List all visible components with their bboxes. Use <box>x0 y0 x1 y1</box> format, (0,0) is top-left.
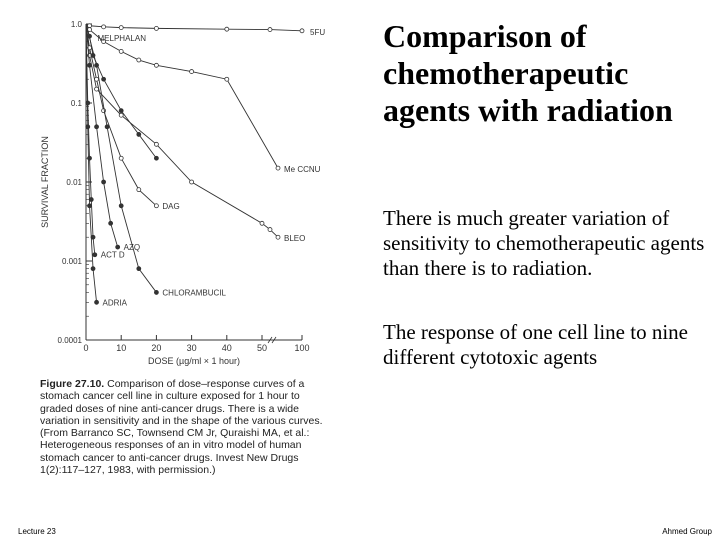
data-point-me-ccnu <box>224 76 230 82</box>
data-point-bleo <box>189 179 195 185</box>
data-point-adria <box>87 203 92 209</box>
data-point-me-ccnu <box>101 39 106 44</box>
y-tick-label: 0.0001 <box>58 336 83 345</box>
series-label-melphalan: MELPHALAN <box>98 34 147 43</box>
data-point-azq <box>101 179 106 185</box>
data-point-5fu <box>299 28 305 34</box>
data-point-5fu <box>154 25 159 31</box>
x-tick-label: 20 <box>151 343 161 353</box>
x-tick-label: 0 <box>83 343 88 353</box>
series-label-bleo: BLEO <box>284 234 305 243</box>
data-point-dag <box>118 155 124 161</box>
series-line-chlorambucil <box>85 23 157 293</box>
y-axis-label: SURVIVAL FRACTION <box>40 136 50 228</box>
data-point-azq <box>87 62 92 68</box>
series-label-chlorambucil: CHLORAMBUCIL <box>162 288 226 297</box>
data-point-chlorambucil <box>94 62 99 68</box>
x-axis-label: DOSE (µg/ml × 1 hour) <box>148 356 240 366</box>
data-point-melphalan <box>101 76 106 82</box>
x-axis-break <box>271 336 277 344</box>
data-point-melphalan <box>154 155 159 161</box>
footer-lecture: Lecture 23 <box>18 527 56 536</box>
slide-paragraph-2: The response of one cell line to nine di… <box>383 320 688 369</box>
data-point-5fu <box>224 26 230 32</box>
data-point-act-d <box>88 197 94 202</box>
data-point-bleo <box>154 141 159 147</box>
data-point-adria <box>94 299 99 305</box>
data-point-me-ccnu <box>275 165 281 171</box>
x-axis-break <box>267 336 273 344</box>
y-tick-label: 1.0 <box>71 20 83 29</box>
data-point-bleo <box>259 220 265 226</box>
data-point-chlorambucil <box>118 203 124 209</box>
data-point-act-d <box>92 252 98 258</box>
data-point-5fu <box>101 24 106 30</box>
x-tick-label: 50 <box>257 343 267 353</box>
data-point-azq <box>108 220 114 226</box>
data-point-dag <box>154 203 159 209</box>
data-point-me-ccnu <box>189 69 195 74</box>
series-line-me-ccnu <box>85 23 279 169</box>
footer-group: Ahmed Group <box>662 527 712 536</box>
data-point-me-ccnu <box>136 57 142 63</box>
x-tick-label: 10 <box>116 343 126 353</box>
data-point-chlorambucil <box>136 266 142 272</box>
data-point-bleo <box>118 112 124 118</box>
data-point-5fu <box>267 27 273 32</box>
data-point-azq <box>94 124 99 130</box>
x-tick-label: 100 <box>294 343 309 353</box>
data-point-bleo <box>94 86 99 92</box>
figure-caption: Figure 27.10. Comparison of dose–respons… <box>40 378 325 476</box>
data-point-bleo <box>267 227 273 232</box>
slide-title: Comparison of chemotherapeutic agents wi… <box>383 18 673 128</box>
slide-paragraph-1: There is much greater variation of sensi… <box>383 206 705 280</box>
data-point-adria <box>85 124 91 130</box>
data-point-chlorambucil <box>104 124 110 130</box>
series-label-dag: DAG <box>162 202 179 211</box>
data-point-5fu <box>118 25 124 31</box>
x-tick-label: 30 <box>187 343 197 353</box>
figure-caption-text: Comparison of dose–response curves of a … <box>40 378 323 477</box>
series-label-5fu: 5FU <box>310 28 325 37</box>
data-point-adria <box>90 266 96 272</box>
data-point-me-ccnu <box>118 48 124 54</box>
series-label-me-ccnu: Me CCNU <box>284 165 321 174</box>
data-point-melphalan <box>136 132 142 137</box>
y-tick-label: 0.001 <box>62 257 83 266</box>
series-line-azq <box>85 23 119 248</box>
data-point-dag <box>136 187 142 193</box>
x-tick-label: 40 <box>222 343 232 353</box>
data-point-melphalan <box>118 108 124 114</box>
y-tick-label: 0.01 <box>66 178 82 187</box>
survival-chart: 1.0 0.1 0.01 0.001 0.0001 0 10 20 30 40 50 100 DOSE … <box>30 10 330 385</box>
series-label-adria: ADRIA <box>103 298 128 307</box>
series-label-act-d: ACT D <box>101 251 125 260</box>
data-point-me-ccnu <box>154 62 159 68</box>
series-line-bleo <box>85 23 279 238</box>
figure-caption-label: Figure 27.10. <box>40 378 105 390</box>
y-tick-label: 0.1 <box>71 99 83 108</box>
data-point-chlorambucil <box>154 290 159 295</box>
data-point-azq <box>115 244 121 250</box>
data-point-dag <box>94 76 99 82</box>
data-point-bleo <box>275 234 281 240</box>
series-label-azq: AZQ <box>124 243 140 252</box>
